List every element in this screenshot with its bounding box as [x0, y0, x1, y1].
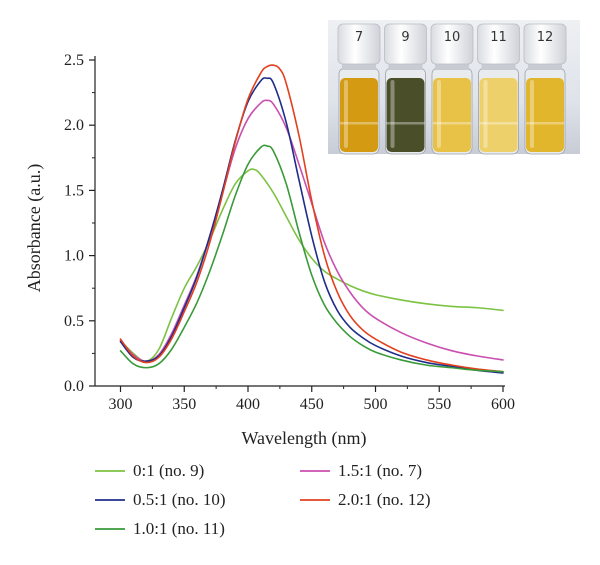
x-tick-label: 600 [491, 396, 515, 413]
series-line-4 [119, 144, 504, 373]
x-tick-label: 500 [364, 396, 388, 413]
series-line-3 [119, 64, 504, 373]
vial: 9 [384, 23, 427, 155]
vial-meniscus [526, 122, 564, 125]
legend-label: 0.5:1 (no. 10) [133, 490, 226, 509]
legend: 0:1 (no. 9) 1.5:1 (no. 7) 0.5:1 (no. 10) 2.… [95, 461, 431, 538]
x-tick-label: 300 [109, 396, 133, 413]
vial-highlight [530, 80, 534, 148]
y-tick-label: 1.5 [64, 182, 84, 199]
vial-meniscus [479, 122, 518, 125]
vial: 12 [523, 23, 567, 155]
x-tick-label: 400 [236, 396, 260, 413]
vial-highlight [483, 80, 488, 148]
vial-liquid [433, 78, 471, 152]
vial-cap [477, 23, 520, 65]
vial-cap [337, 23, 381, 65]
vial-cap-label: 7 [355, 30, 363, 45]
y-axis-title: Absorbance (a.u.) [24, 164, 45, 292]
x-axis-title: Wavelength (nm) [241, 428, 366, 449]
vial-liquid [479, 78, 518, 152]
vial-cap-label: 10 [444, 30, 461, 45]
legend-label: 1.5:1 (no. 7) [338, 461, 422, 480]
vial-neck [342, 62, 376, 70]
vial-liquid [386, 78, 425, 152]
x-tick-label: 450 [300, 396, 324, 413]
vial-neck [481, 62, 516, 70]
vial-highlight [437, 80, 441, 148]
vial-cap [523, 23, 567, 65]
vial-meniscus [433, 122, 471, 125]
vial-cap-label: 9 [401, 30, 409, 45]
vial-cap-label: 11 [490, 30, 507, 45]
vial-liquid [526, 78, 564, 152]
vial: 10 [430, 23, 474, 155]
vial-cap-label: 12 [537, 30, 554, 45]
vial-neck [435, 62, 469, 70]
legend-label: 0:1 (no. 9) [133, 461, 204, 480]
y-tick-label: 0.5 [64, 313, 84, 330]
x-tick-label: 350 [172, 396, 196, 413]
series-layer [119, 64, 504, 374]
y-tick-label: 2.5 [64, 52, 84, 69]
vial: 11 [477, 23, 520, 155]
vials-photo-inset: 7 9 10 11 12 [328, 20, 580, 155]
legend-label: 2.0:1 (no. 12) [338, 490, 431, 509]
y-tick-label: 0.0 [64, 378, 84, 395]
x-tick-label: 550 [427, 396, 451, 413]
vial-neck [388, 62, 423, 70]
plot-axes: 300 350 400 450 500 550 600 0.0 0.5 1.0 1.5 2.0 2.5 W… [24, 52, 515, 449]
vial-meniscus [340, 122, 378, 125]
vial-cap [430, 23, 474, 65]
vial-meniscus [386, 122, 425, 125]
vial: 7 [337, 23, 381, 155]
legend-label: 1.0:1 (no. 11) [133, 519, 225, 538]
vial-cap [384, 23, 427, 65]
vial-highlight [344, 80, 348, 148]
series-line-0 [119, 168, 504, 363]
y-tick-label: 1.0 [64, 248, 84, 265]
vial-liquid [340, 78, 378, 152]
series-line-2 [119, 77, 504, 374]
series-line-1 [119, 99, 504, 363]
vial-highlight [390, 80, 395, 148]
vial-neck [528, 62, 562, 70]
y-tick-label: 2.0 [64, 117, 84, 134]
